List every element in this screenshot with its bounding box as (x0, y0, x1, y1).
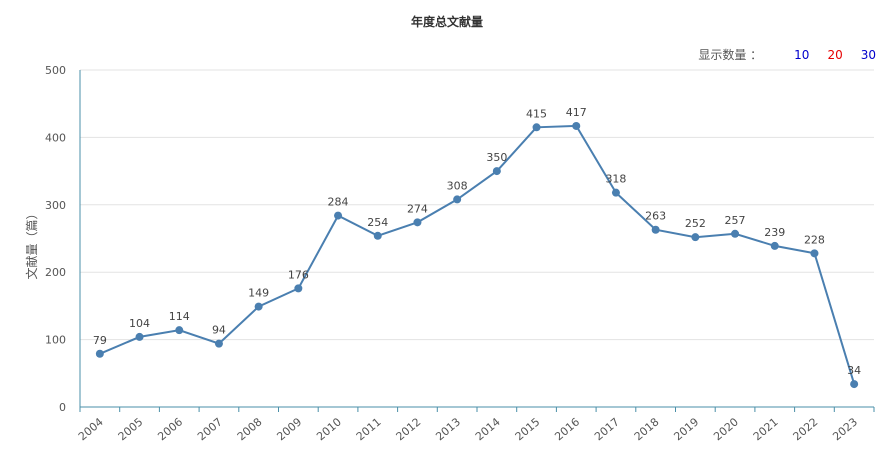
display-count-10[interactable]: 10 (794, 47, 810, 62)
data-point[interactable] (413, 218, 422, 227)
series-line (99, 124, 856, 385)
data-point[interactable] (135, 332, 144, 341)
data-label: 104 (129, 317, 150, 330)
data-point[interactable] (731, 229, 740, 238)
display-count-label: 显示数量 ： (698, 48, 763, 62)
data-point[interactable] (691, 233, 700, 242)
x-tick-label: 2023 (830, 415, 860, 443)
data-label: 79 (93, 334, 107, 347)
x-tick-label: 2010 (314, 415, 344, 443)
data-label: 114 (169, 310, 190, 323)
x-tick-label: 2014 (473, 415, 503, 443)
display-count-20[interactable]: 20 (827, 47, 843, 62)
data-point[interactable] (453, 195, 462, 204)
data-point[interactable] (175, 326, 184, 335)
data-point[interactable] (373, 231, 382, 240)
data-label: 257 (725, 214, 746, 227)
y-tick-label: 500 (45, 64, 66, 77)
chart-title: 年度总文献量 (410, 15, 483, 29)
data-label: 263 (645, 210, 666, 223)
x-tick-label: 2013 (433, 415, 463, 443)
x-tick-label: 2011 (354, 415, 384, 443)
y-tick-label: 100 (45, 334, 66, 347)
data-point[interactable] (95, 349, 104, 358)
data-label: 308 (447, 179, 468, 192)
y-tick-label: 0 (59, 401, 66, 414)
data-point[interactable] (214, 339, 223, 348)
data-label: 94 (212, 324, 226, 337)
display-count-selector: 显示数量 ： 10 20 30 (698, 46, 876, 63)
data-label: 415 (526, 107, 547, 120)
y-axis-title: 文献量（篇） (24, 207, 39, 279)
x-tick-label: 2020 (711, 415, 741, 443)
data-label: 318 (605, 173, 626, 186)
data-label: 149 (248, 287, 269, 300)
x-tick-label: 2021 (751, 415, 781, 443)
data-label: 350 (486, 151, 507, 164)
data-label: 34 (847, 364, 861, 377)
x-tick-label: 2017 (592, 415, 622, 443)
x-tick-label: 2018 (632, 415, 662, 443)
y-tick-label: 400 (45, 131, 66, 144)
data-point[interactable] (532, 123, 541, 132)
y-tick-label: 200 (45, 266, 66, 279)
x-tick-label: 2016 (552, 415, 582, 443)
data-label: 274 (407, 202, 428, 215)
data-label: 239 (764, 226, 785, 239)
data-label: 228 (804, 233, 825, 246)
x-tick-label: 2007 (195, 415, 225, 443)
data-point[interactable] (334, 211, 343, 220)
x-tick-label: 2008 (235, 415, 265, 443)
x-tick-label: 2022 (791, 415, 821, 443)
data-point[interactable] (770, 241, 779, 250)
data-label: 417 (566, 106, 587, 119)
y-tick-label: 300 (45, 199, 66, 212)
data-point[interactable] (651, 225, 660, 234)
x-tick-label: 2012 (394, 415, 424, 443)
data-point[interactable] (492, 167, 501, 176)
display-count-30[interactable]: 30 (860, 47, 876, 62)
x-tick-label: 2005 (116, 415, 146, 443)
data-label: 254 (367, 216, 388, 229)
data-label: 252 (685, 217, 706, 230)
x-tick-label: 2015 (513, 415, 543, 443)
x-tick-label: 2019 (671, 415, 701, 443)
x-tick-label: 2004 (76, 415, 106, 443)
x-tick-label: 2009 (274, 415, 304, 443)
data-point[interactable] (850, 380, 859, 389)
data-point[interactable] (611, 188, 620, 197)
data-point[interactable] (294, 284, 303, 293)
data-point[interactable] (254, 302, 263, 311)
data-point[interactable] (572, 121, 581, 130)
data-point[interactable] (810, 249, 819, 258)
x-tick-label: 2006 (155, 415, 185, 443)
data-label: 284 (328, 196, 349, 209)
data-label: 176 (288, 268, 309, 281)
